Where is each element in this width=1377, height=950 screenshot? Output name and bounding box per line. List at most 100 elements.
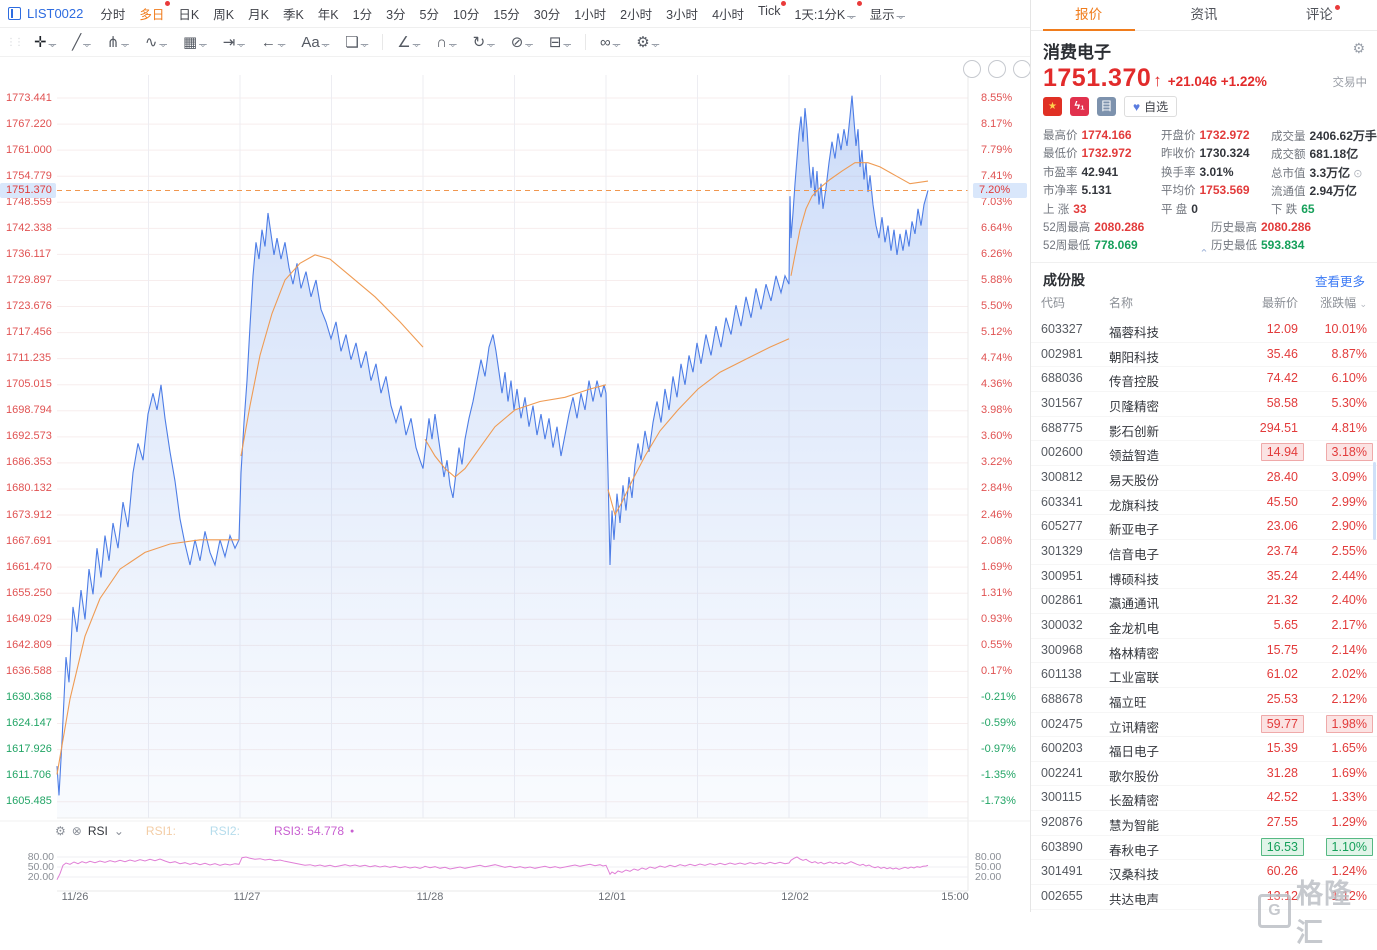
draw-tool[interactable]: ▦ ⌄ xyxy=(182,34,207,51)
interval-tab[interactable]: 季K⌄ xyxy=(282,8,304,22)
rsi-close-icon[interactable]: ⊗ xyxy=(71,824,82,838)
price-tick: 1754.779 xyxy=(6,169,52,182)
interval-tab[interactable]: 1分⌄ xyxy=(352,8,373,22)
price-tick: 1630.368 xyxy=(6,690,52,703)
draw-tool[interactable]: ← ⌄ xyxy=(260,33,286,51)
stock-row[interactable]: 688036 传音控股 74.42 6.10% xyxy=(1031,367,1377,392)
draw-tool[interactable]: ❏ ⌄ xyxy=(345,34,369,51)
interval-tab[interactable]: 3小时⌄ xyxy=(666,8,699,22)
percent-tick: 5.12% xyxy=(981,326,1013,339)
stock-row[interactable]: 601138 工业富联 61.02 2.02% xyxy=(1031,663,1377,688)
stock-row[interactable]: 600203 福日电子 15.39 1.65% xyxy=(1031,737,1377,762)
price-tick: 1748.559 xyxy=(6,195,52,208)
stock-row[interactable]: 002475 立讯精密 59.77 1.98% xyxy=(1031,713,1377,738)
drag-grip-icon[interactable]: ⋮⋮ xyxy=(6,36,24,48)
stock-row[interactable]: 301491 汉桑科技 60.26 1.24% xyxy=(1031,860,1377,886)
stock-row[interactable]: 603890 春秋电子 16.53 1.10% xyxy=(1031,836,1377,861)
draw-tool[interactable]: ⊘ ⌄ xyxy=(510,34,533,51)
stock-row[interactable]: 301567 贝隆精密 58.58 5.30% xyxy=(1031,392,1377,417)
stock-row[interactable]: 688775 影石创新 294.51 4.81% xyxy=(1031,417,1377,442)
chart-zoom-control[interactable] xyxy=(988,60,1006,78)
symbol-code[interactable]: LIST0022 xyxy=(27,6,84,21)
stock-row[interactable]: 002981 朝阳科技 35.46 8.87% xyxy=(1031,343,1377,368)
percent-tick: 4.36% xyxy=(981,378,1013,391)
price-tick: 1667.691 xyxy=(6,534,52,547)
stock-row[interactable]: 002861 瀛通通讯 21.32 2.40% xyxy=(1031,589,1377,614)
chart-zoom-control[interactable] xyxy=(1013,60,1031,78)
stock-row[interactable]: 603341 龙旗科技 45.50 2.99% xyxy=(1031,491,1377,516)
draw-tool[interactable]: ↻ ⌄ xyxy=(472,34,495,51)
panel-tab[interactable]: 资讯 xyxy=(1190,7,1218,22)
draw-tool[interactable]: ✛ ⌄ xyxy=(34,34,57,51)
interval-tab[interactable]: 日K⌄ xyxy=(178,8,200,22)
percent-tick: 3.98% xyxy=(981,404,1013,417)
rsi-settings-icon[interactable]: ⚙ xyxy=(55,824,66,838)
draw-tool[interactable]: ⚙ ⌄ xyxy=(636,34,660,51)
interval-tab[interactable]: 月K⌄ xyxy=(248,8,269,22)
interval-tab[interactable]: 年K⌄ xyxy=(317,8,339,22)
panel-settings-icon[interactable]: ⚙ xyxy=(1352,40,1365,56)
interval-tab[interactable]: 周K⌄ xyxy=(213,8,235,22)
interval-tab[interactable]: 10分⌄ xyxy=(452,8,480,22)
stock-row[interactable]: 300951 博硕科技 35.24 2.44% xyxy=(1031,565,1377,590)
panel-tab[interactable]: 报价 xyxy=(1031,0,1146,30)
stock-row[interactable]: 688678 福立旺 25.53 2.12% xyxy=(1031,688,1377,713)
draw-tool[interactable]: Aa ⌄ xyxy=(301,33,330,51)
interval-tab[interactable]: 5分⌄ xyxy=(419,8,439,22)
interval-tab[interactable]: 15分⌄ xyxy=(493,8,520,22)
draw-tool[interactable]: ∞ ⌄ xyxy=(599,33,621,51)
draw-tool[interactable]: ⇥ ⌄ xyxy=(222,34,245,51)
percent-tick: 1.69% xyxy=(981,560,1013,573)
interval-tab[interactable]: 分时⌄ xyxy=(100,8,126,22)
draw-tool[interactable]: ∿ ⌄ xyxy=(144,34,167,51)
chevron-down-icon[interactable]: ⌄ xyxy=(113,824,124,838)
stock-row[interactable]: 301329 信音电子 23.74 2.55% xyxy=(1031,540,1377,565)
draw-tool[interactable]: ⊟ ⌄ xyxy=(548,34,571,51)
interval-tab[interactable]: Tick⌄ xyxy=(751,1,787,23)
stock-row[interactable]: 300115 长盈精密 42.52 1.33% xyxy=(1031,786,1377,812)
interval-tab[interactable]: 1小时⌄ xyxy=(574,8,607,22)
stock-row[interactable]: 300032 金龙机电 5.65 2.17% xyxy=(1031,614,1377,639)
rsi-indicator-name[interactable]: RSI xyxy=(87,824,108,838)
price-chart-canvas[interactable] xyxy=(0,58,1030,912)
sort-column[interactable]: 涨跌幅 ⌄ xyxy=(1320,296,1367,310)
range-stat-item: 历史最低 593.834 xyxy=(1211,238,1305,252)
price-tick: 1605.485 xyxy=(6,795,52,808)
chevron-down-icon: ⌄ xyxy=(48,39,57,49)
scrollbar-thumb[interactable] xyxy=(1373,462,1376,540)
stock-row[interactable]: 920876 慧为智能 27.55 1.29% xyxy=(1031,811,1377,836)
stock-row[interactable]: 605277 新亚电子 23.06 2.90% xyxy=(1031,515,1377,540)
percent-tick: 5.88% xyxy=(981,273,1013,286)
draw-tool[interactable]: ∩ ⌄ xyxy=(436,33,457,51)
rsi-tick: 80.00 xyxy=(975,851,1002,863)
stock-row[interactable]: 002600 领益智造 14.94 3.18% xyxy=(1031,441,1377,466)
stat-item: 开盘价 1732.972 xyxy=(1161,128,1250,142)
add-watchlist-button[interactable]: ♥ 自选 xyxy=(1124,96,1178,117)
interval-tab[interactable]: 1天:1分K ⌄ xyxy=(787,1,862,23)
price-tick: 1705.015 xyxy=(6,378,52,391)
interval-tab[interactable]: 4小时⌄ xyxy=(712,8,745,22)
stock-row[interactable]: 603327 福蓉科技 12.09 10.01% xyxy=(1031,318,1377,343)
rsi-tick: 50.00 xyxy=(975,861,1002,873)
stock-row[interactable]: 002241 歌尔股份 31.28 1.69% xyxy=(1031,762,1377,787)
interval-tab[interactable]: 3分⌄ xyxy=(386,8,406,22)
main-chart[interactable]: 1773.441 1767.220 1761.000 1754.779 1748.559… xyxy=(0,58,1031,912)
interval-tab[interactable]: 多日⌄ xyxy=(132,1,171,23)
interval-tab[interactable]: 2小时⌄ xyxy=(620,8,653,22)
draw-tool[interactable] xyxy=(584,34,586,50)
stock-row[interactable]: 300968 格林精密 15.75 2.14% xyxy=(1031,639,1377,664)
watchlist-panel-icon[interactable] xyxy=(8,7,21,20)
stock-row[interactable]: 300812 易天股份 28.40 3.09% xyxy=(1031,466,1377,491)
draw-tool[interactable] xyxy=(382,34,384,50)
draw-tool[interactable]: ╱ ⌄ xyxy=(72,34,91,51)
interval-tab[interactable]: 30分⌄ xyxy=(533,8,561,22)
stock-row[interactable]: 002655 共达电声 13.12 1.12% xyxy=(1031,885,1377,910)
interval-tab[interactable]: 显示 ⌄ xyxy=(869,8,905,22)
panel-tab[interactable]: 评论 xyxy=(1262,0,1377,30)
draw-tool[interactable]: ⋔ ⌄ xyxy=(106,34,129,51)
draw-tool[interactable]: ∠ ⌄ xyxy=(397,34,421,51)
collapse-chevron-icon[interactable]: ⌃ xyxy=(1199,248,1209,260)
percent-tick: 8.17% xyxy=(981,117,1013,130)
chart-zoom-control[interactable] xyxy=(963,60,981,78)
view-more-link[interactable]: 查看更多 xyxy=(1314,275,1365,289)
